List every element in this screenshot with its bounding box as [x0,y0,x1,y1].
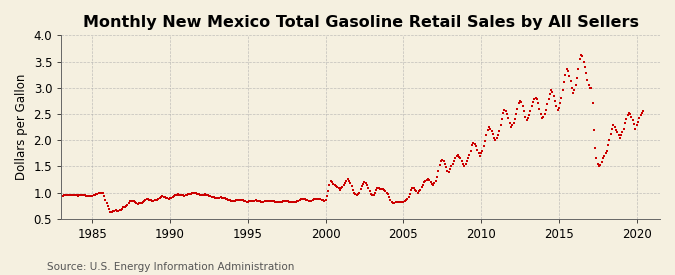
Title: Monthly New Mexico Total Gasoline Retail Sales by All Sellers: Monthly New Mexico Total Gasoline Retail… [82,15,639,30]
Y-axis label: Dollars per Gallon: Dollars per Gallon [15,74,28,180]
Text: Source: U.S. Energy Information Administration: Source: U.S. Energy Information Administ… [47,262,294,272]
